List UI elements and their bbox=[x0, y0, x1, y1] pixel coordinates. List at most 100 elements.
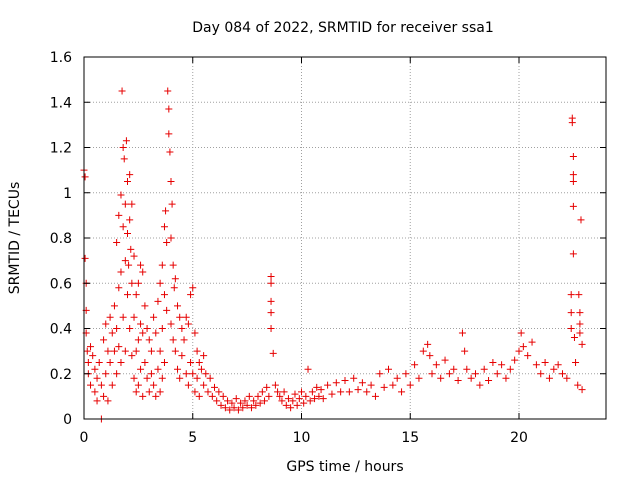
data-point bbox=[130, 313, 138, 321]
data-point bbox=[393, 374, 401, 382]
data-point bbox=[293, 401, 301, 409]
data-point bbox=[276, 392, 284, 400]
data-point bbox=[385, 365, 392, 373]
data-point bbox=[317, 386, 325, 394]
data-point bbox=[184, 320, 192, 328]
data-point bbox=[122, 137, 130, 145]
data-point bbox=[575, 291, 583, 299]
data-point bbox=[476, 381, 484, 389]
data-point bbox=[232, 395, 240, 403]
y-axis-tick-labels: 0 0.2 0.4 0.6 0.8 1 1.2 1.4 1.6 bbox=[50, 50, 72, 428]
data-point bbox=[147, 347, 155, 355]
data-point bbox=[120, 155, 128, 163]
data-point bbox=[350, 374, 358, 382]
data-point bbox=[121, 347, 129, 355]
data-point bbox=[574, 381, 582, 389]
data-point bbox=[125, 261, 133, 269]
y-tick-label: 1.6 bbox=[50, 50, 72, 66]
data-point bbox=[256, 399, 264, 407]
data-point bbox=[202, 370, 210, 378]
data-point bbox=[380, 383, 388, 391]
data-point bbox=[113, 239, 121, 247]
data-point bbox=[126, 325, 134, 332]
data-point bbox=[124, 229, 131, 237]
data-point bbox=[578, 340, 586, 348]
data-point bbox=[572, 358, 580, 366]
data-point bbox=[145, 388, 153, 396]
data-point bbox=[152, 392, 160, 400]
data-point bbox=[315, 392, 323, 400]
data-point bbox=[187, 358, 195, 366]
y-tick-label: 0.6 bbox=[50, 276, 72, 292]
data-point bbox=[252, 401, 260, 409]
data-point bbox=[363, 388, 371, 396]
data-point bbox=[230, 404, 238, 412]
data-point bbox=[568, 119, 576, 127]
data-point bbox=[463, 365, 471, 373]
data-point bbox=[261, 397, 269, 405]
data-point bbox=[134, 279, 142, 287]
data-point bbox=[147, 370, 155, 378]
data-point bbox=[337, 388, 345, 396]
data-point bbox=[213, 397, 221, 405]
data-point bbox=[89, 352, 97, 360]
data-point bbox=[167, 177, 175, 185]
data-point bbox=[461, 347, 469, 355]
data-point bbox=[156, 388, 164, 396]
data-point bbox=[104, 347, 112, 355]
y-tick-label: 1.2 bbox=[50, 141, 72, 157]
data-point bbox=[569, 202, 577, 210]
data-point bbox=[567, 325, 575, 332]
data-point bbox=[358, 379, 366, 387]
data-point bbox=[182, 370, 190, 378]
data-point bbox=[219, 392, 227, 400]
data-point bbox=[506, 365, 514, 373]
data-point bbox=[313, 383, 321, 391]
data-point bbox=[154, 297, 162, 305]
data-point bbox=[81, 254, 89, 262]
data-point bbox=[119, 144, 127, 151]
data-point bbox=[267, 309, 275, 317]
data-point bbox=[300, 399, 308, 407]
data-point bbox=[532, 361, 540, 369]
data-point bbox=[441, 356, 449, 364]
data-point bbox=[354, 386, 362, 394]
data-point bbox=[137, 365, 145, 373]
data-point bbox=[254, 392, 262, 400]
data-point bbox=[93, 397, 101, 405]
data-point bbox=[541, 358, 549, 366]
data-point bbox=[445, 370, 453, 378]
data-point bbox=[537, 370, 545, 378]
data-point bbox=[308, 388, 316, 396]
data-point bbox=[137, 261, 145, 269]
data-point bbox=[108, 329, 116, 337]
data-point bbox=[110, 302, 118, 310]
data-point bbox=[152, 329, 160, 337]
data-point bbox=[298, 388, 305, 396]
data-point bbox=[121, 200, 129, 208]
y-tick-label: 1 bbox=[63, 186, 72, 202]
data-point bbox=[280, 388, 288, 396]
data-point bbox=[104, 397, 112, 405]
data-point bbox=[100, 392, 108, 400]
data-point bbox=[204, 388, 212, 396]
data-point bbox=[169, 261, 177, 269]
data-point bbox=[189, 284, 197, 292]
data-point bbox=[306, 397, 314, 405]
x-tick-label: 20 bbox=[510, 430, 528, 446]
data-point bbox=[193, 347, 201, 355]
data-point bbox=[291, 390, 299, 398]
data-point bbox=[289, 397, 297, 405]
data-point bbox=[576, 320, 584, 328]
data-point bbox=[158, 261, 166, 269]
data-point bbox=[167, 234, 175, 242]
data-point bbox=[165, 105, 173, 113]
data-point bbox=[119, 313, 127, 321]
data-point bbox=[398, 388, 406, 396]
data-point bbox=[117, 268, 125, 276]
data-point bbox=[178, 352, 186, 360]
data-point bbox=[267, 325, 275, 332]
data-point bbox=[95, 358, 103, 366]
y-axis-label: SRMTID / TECUs bbox=[7, 182, 23, 295]
data-point bbox=[84, 358, 92, 366]
